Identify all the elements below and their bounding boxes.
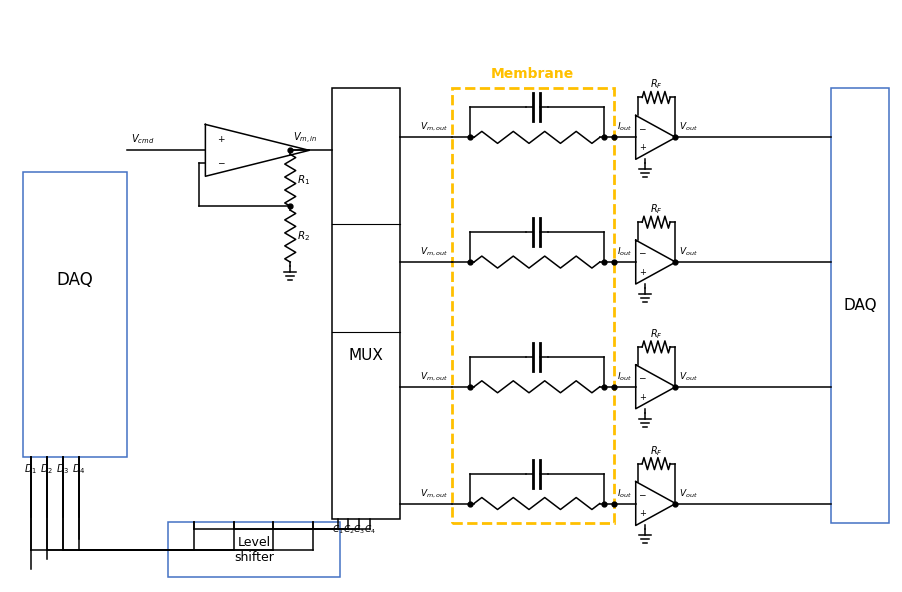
Text: $R_1$: $R_1$ [298,173,310,187]
Text: Level
shifter: Level shifter [235,536,274,564]
Text: $+$: $+$ [639,392,647,401]
Text: $-$: $-$ [639,489,647,498]
Text: $-$: $-$ [639,247,647,257]
Text: $V_{out}$: $V_{out}$ [678,487,697,500]
Text: Membrane: Membrane [492,66,575,81]
Text: $+$: $+$ [216,134,226,144]
Bar [23,172,127,456]
Text: $D_2$: $D_2$ [40,462,53,477]
Text: $-$: $-$ [639,123,647,132]
Text: $I_{out}$: $I_{out}$ [617,246,632,258]
Text: $C_2$: $C_2$ [343,523,354,536]
Text: $V_{out}$: $V_{out}$ [678,121,697,133]
Text: $R_F$: $R_F$ [649,327,663,341]
Text: $V_{m,in}$: $V_{m,in}$ [293,131,318,146]
Bar [832,88,889,523]
Text: $+$: $+$ [639,267,647,277]
Text: $I_{out}$: $I_{out}$ [617,121,632,133]
Text: $-$: $-$ [639,372,647,381]
Text: $+$: $+$ [639,142,647,152]
Bar [332,88,400,519]
Text: $+$: $+$ [639,509,647,519]
Bar [169,523,340,577]
Text: $V_{out}$: $V_{out}$ [678,370,697,383]
Text: $R_F$: $R_F$ [649,202,663,216]
Text: $I_{out}$: $I_{out}$ [617,370,632,383]
Text: $D_1$: $D_1$ [24,462,37,477]
Text: $V_{m,out}$: $V_{m,out}$ [420,121,448,133]
Text: $R_2$: $R_2$ [298,229,310,243]
Text: $V_{cmd}$: $V_{cmd}$ [132,133,155,146]
Text: $C_4$: $C_4$ [364,523,376,536]
Text: $V_{m,out}$: $V_{m,out}$ [420,371,448,383]
Text: MUX: MUX [349,348,383,363]
Text: $V_{out}$: $V_{out}$ [678,246,697,258]
Text: $V_{m,out}$: $V_{m,out}$ [420,487,448,500]
Text: $D_4$: $D_4$ [72,462,86,477]
Text: $R_F$: $R_F$ [649,444,663,458]
Text: $D_3$: $D_3$ [56,462,69,477]
Text: $I_{out}$: $I_{out}$ [617,487,632,500]
Text: $C_1$: $C_1$ [332,523,344,536]
Text: $C_3$: $C_3$ [354,523,365,536]
Bar [452,88,613,523]
Text: $R_F$: $R_F$ [649,78,663,92]
Text: $-$: $-$ [216,157,226,166]
Text: $V_{m,out}$: $V_{m,out}$ [420,246,448,258]
Text: DAQ: DAQ [57,271,94,289]
Text: DAQ: DAQ [843,298,877,314]
